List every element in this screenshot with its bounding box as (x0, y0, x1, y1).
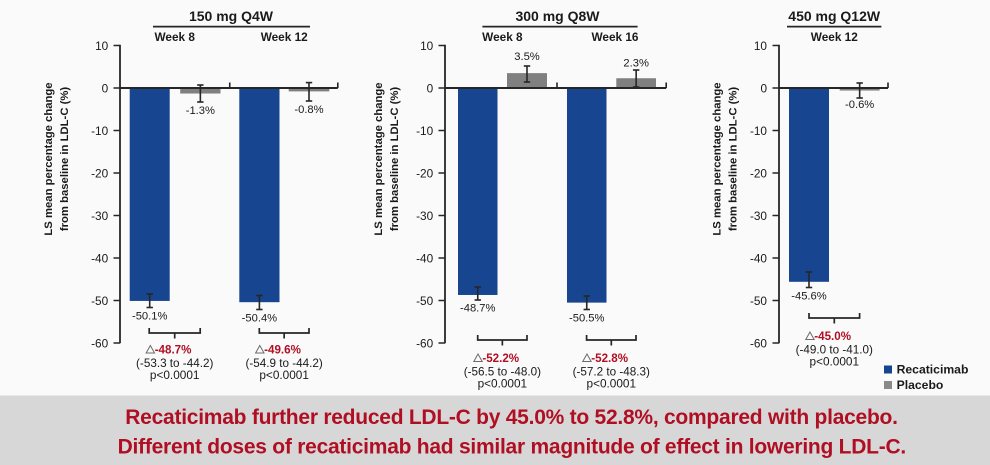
svg-text:10: 10 (95, 39, 109, 53)
svg-text:-30: -30 (416, 209, 433, 223)
svg-text:-20: -20 (416, 166, 433, 180)
svg-text:from baseline in LDL-C (%): from baseline in LDL-C (%) (389, 87, 401, 232)
svg-text:-10: -10 (416, 124, 433, 138)
svg-text:-50.5%: -50.5% (569, 313, 604, 325)
svg-text:Placebo: Placebo (897, 378, 944, 392)
svg-text:300 mg Q8W: 300 mg Q8W (515, 8, 600, 24)
svg-text:LS mean percentage change: LS mean percentage change (373, 82, 385, 235)
svg-text:LS mean percentage change: LS mean percentage change (43, 82, 55, 235)
svg-text:10: 10 (420, 39, 434, 53)
svg-text:-1.3%: -1.3% (186, 105, 215, 117)
svg-text:10: 10 (754, 39, 768, 53)
svg-text:(-53.3 to -44.2): (-53.3 to -44.2) (136, 357, 213, 370)
svg-text:450 mg Q12W: 450 mg Q12W (788, 8, 881, 24)
svg-text:-45.0%: -45.0% (814, 330, 851, 343)
svg-text:-49.6%: -49.6% (264, 344, 301, 357)
svg-text:Week 8: Week 8 (154, 30, 195, 44)
svg-text:Recaticimab further reduced LD: Recaticimab further reduced LDL-C by 45.… (125, 406, 897, 429)
svg-text:-0.6%: -0.6% (845, 99, 874, 111)
svg-text:Different doses of recaticimab: Different doses of recaticimab had simil… (118, 436, 906, 459)
svg-text:(-56.5 to -48.0): (-56.5 to -48.0) (464, 366, 541, 379)
svg-text:from baseline in LDL-C (%): from baseline in LDL-C (%) (59, 87, 71, 232)
svg-text:-52.8%: -52.8% (591, 352, 628, 365)
svg-text:-0.8%: -0.8% (294, 104, 323, 116)
svg-text:from baseline in LDL-C (%): from baseline in LDL-C (%) (728, 87, 740, 232)
svg-text:-52.2%: -52.2% (482, 352, 519, 365)
svg-text:-48.7%: -48.7% (460, 303, 495, 315)
svg-text:-20: -20 (91, 166, 108, 180)
svg-text:-50: -50 (91, 294, 108, 308)
svg-text:-60: -60 (416, 336, 433, 350)
svg-text:Week 12: Week 12 (261, 30, 308, 44)
svg-text:p<0.0001: p<0.0001 (810, 355, 860, 369)
svg-text:Week 12: Week 12 (811, 30, 858, 44)
svg-text:Week 8: Week 8 (482, 30, 523, 44)
svg-text:0: 0 (102, 81, 109, 95)
svg-text:p<0.0001: p<0.0001 (587, 377, 637, 391)
svg-text:p<0.0001: p<0.0001 (478, 377, 528, 391)
svg-text:-50.4%: -50.4% (242, 313, 277, 325)
svg-text:-10: -10 (750, 124, 767, 138)
svg-text:2.3%: 2.3% (623, 58, 649, 70)
svg-text:0: 0 (427, 81, 434, 95)
svg-text:3.5%: 3.5% (514, 51, 540, 63)
svg-text:-60: -60 (750, 336, 767, 350)
svg-text:p<0.0001: p<0.0001 (150, 368, 200, 382)
svg-text:-10: -10 (91, 124, 108, 138)
svg-text:150 mg Q4W: 150 mg Q4W (189, 8, 274, 24)
svg-text:-50: -50 (416, 294, 433, 308)
svg-text:0: 0 (760, 81, 767, 95)
svg-text:(-57.2 to -48.3): (-57.2 to -48.3) (573, 366, 650, 379)
svg-text:-40: -40 (416, 251, 433, 265)
svg-text:-45.6%: -45.6% (791, 291, 826, 303)
svg-text:-40: -40 (750, 251, 767, 265)
svg-text:LS mean percentage change: LS mean percentage change (712, 82, 724, 235)
svg-text:Recaticimab: Recaticimab (897, 362, 969, 376)
svg-text:(-49.0 to -41.0): (-49.0 to -41.0) (796, 344, 873, 357)
svg-text:(-54.9 to -44.2): (-54.9 to -44.2) (245, 357, 322, 370)
svg-text:Week 16: Week 16 (591, 30, 638, 44)
svg-text:p<0.0001: p<0.0001 (259, 368, 309, 382)
svg-text:-20: -20 (750, 166, 767, 180)
svg-text:-48.7%: -48.7% (155, 344, 192, 357)
svg-text:-30: -30 (750, 209, 767, 223)
svg-text:-50.1%: -50.1% (132, 311, 167, 323)
svg-text:-60: -60 (91, 336, 108, 350)
svg-text:-50: -50 (750, 294, 767, 308)
svg-text:-40: -40 (91, 251, 108, 265)
svg-text:-30: -30 (91, 209, 108, 223)
